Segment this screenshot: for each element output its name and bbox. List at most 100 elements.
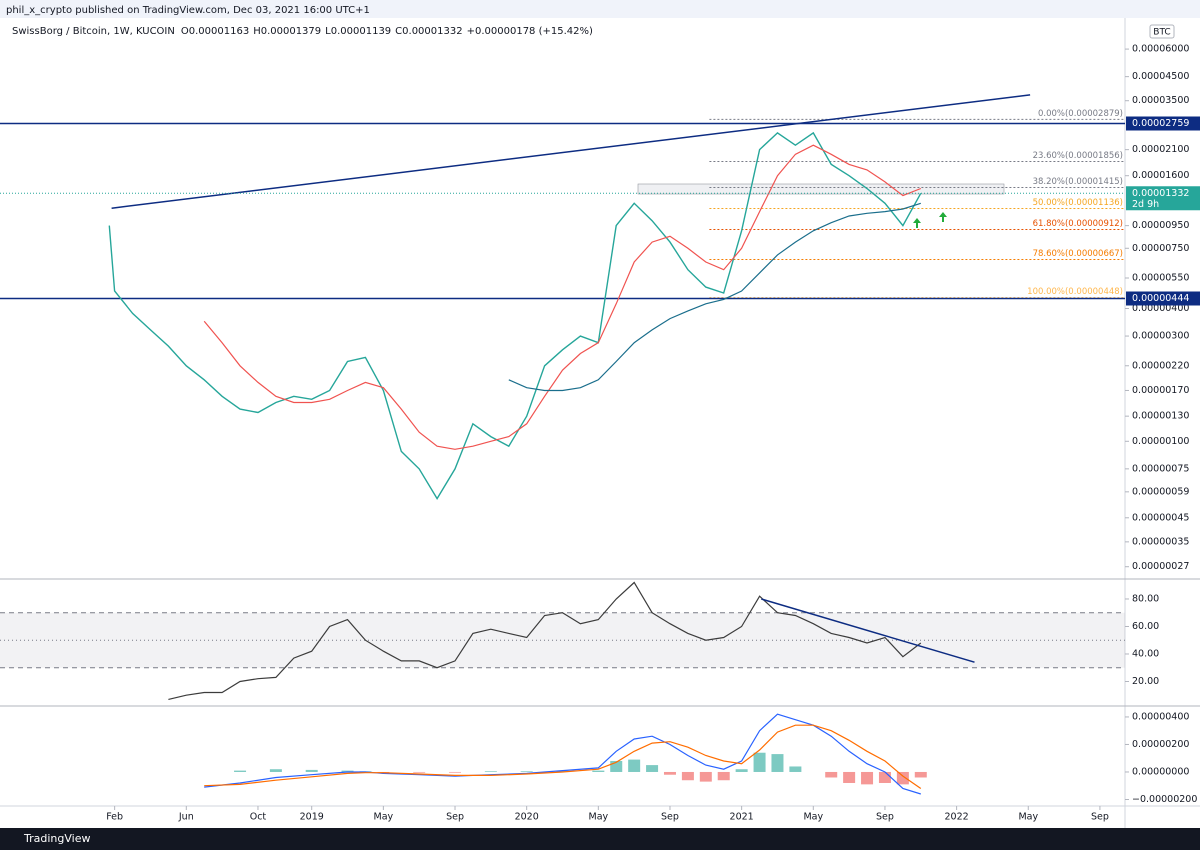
- histogram-bar: [520, 771, 533, 772]
- y-tick-label: 0.00000400: [1132, 711, 1189, 722]
- y-tick-label: 0.00004500: [1132, 71, 1189, 82]
- brand: TradingView: [23, 832, 90, 845]
- x-tick-label: 2020: [515, 812, 539, 823]
- price-box: [1126, 116, 1200, 131]
- x-tick-label: Jun: [178, 812, 194, 823]
- last-price-box: [1126, 186, 1200, 211]
- histogram-bar: [413, 771, 426, 773]
- top-bar: [0, 0, 1200, 18]
- histogram-bar: [825, 771, 838, 778]
- rsi-band: [0, 612, 1125, 668]
- open: O0.00001163: [181, 26, 249, 37]
- series-line: [204, 724, 922, 789]
- fib-label: 100.00%(0.00000448): [1027, 287, 1123, 297]
- close: C0.00001332: [395, 26, 462, 37]
- fib-label: 61.80%(0.00000912): [1033, 219, 1123, 229]
- series-line: [203, 144, 922, 450]
- histogram-bar: [610, 760, 623, 772]
- y-tick-label: 0.00001600: [1132, 170, 1189, 181]
- histogram-bar: [843, 771, 856, 783]
- x-tick-label: Feb: [106, 812, 123, 823]
- y-tick-label: 0.00000950: [1132, 220, 1189, 231]
- x-tick-label: Sep: [1091, 812, 1109, 823]
- histogram-bar: [878, 771, 891, 783]
- publisher: phil_x_crypto published on TradingView.c…: [6, 5, 370, 16]
- histogram-bar: [628, 759, 641, 772]
- y-tick-label: 0.00000100: [1132, 436, 1189, 447]
- x-tick-label: Sep: [661, 812, 679, 823]
- trendline: [111, 94, 1031, 209]
- histogram-bar: [341, 770, 354, 772]
- series-line: [168, 581, 922, 700]
- x-tick-label: May: [803, 812, 823, 823]
- y-tick-label: 0.00002100: [1132, 144, 1189, 155]
- resistance-zone: [637, 183, 1005, 195]
- y-tick-label: 0.00000400: [1132, 303, 1189, 314]
- x-tick-label: Sep: [876, 812, 894, 823]
- y-tick-label: 0.00000200: [1132, 739, 1189, 750]
- last-price-label: 0.00001332: [1132, 188, 1189, 199]
- arrow: [939, 212, 947, 222]
- y-tick-label: 0.00000059: [1132, 486, 1189, 497]
- x-tick-label: May: [589, 812, 609, 823]
- series-line: [204, 713, 921, 795]
- fib-label: 23.60%(0.00001856): [1033, 151, 1123, 161]
- y-tick-label: 40.00: [1132, 648, 1159, 659]
- y-tick-label: 0.00000170: [1132, 385, 1189, 396]
- y-tick-label: 80.00: [1132, 593, 1159, 604]
- fib-label: 38.20%(0.00001415): [1033, 177, 1123, 187]
- histogram-bar: [484, 771, 497, 772]
- bottom-bar: [0, 828, 1200, 850]
- histogram-bar: [663, 771, 676, 775]
- y-tick-label: 0.00006000: [1132, 44, 1189, 55]
- histogram-bar: [681, 771, 694, 781]
- x-tick-label: 2021: [730, 812, 754, 823]
- trendline: [761, 598, 975, 663]
- fib-label: 0.00%(0.00002879): [1038, 109, 1123, 119]
- y-tick-label: 0.00000045: [1132, 512, 1189, 523]
- histogram-bar: [914, 771, 927, 778]
- x-tick-label: Oct: [250, 812, 267, 823]
- histogram-bar: [753, 752, 766, 772]
- price-box-label: 0.00000444: [1132, 293, 1189, 304]
- y-tick-label: 0.00000300: [1132, 331, 1189, 342]
- high: H0.00001379: [253, 26, 321, 37]
- y-tick-label: 0.00000220: [1132, 360, 1189, 371]
- histogram-bar: [592, 770, 605, 772]
- histogram-bar: [449, 771, 462, 773]
- series-line: [108, 131, 922, 500]
- series-line: [508, 202, 921, 392]
- y-tick-label: 0.00000075: [1132, 463, 1189, 474]
- histogram-bar: [305, 769, 318, 772]
- arrow: [913, 218, 921, 228]
- unit-box: [1149, 24, 1175, 39]
- y-tick-label: 0.00000550: [1132, 272, 1189, 283]
- histogram-bar: [717, 771, 730, 781]
- histogram-bar: [234, 770, 247, 772]
- symbol-line: SwissBorg / Bitcoin, 1W, KUCOIN O0.000011…: [12, 26, 593, 37]
- low: L0.00001139: [325, 26, 391, 37]
- price-box-label: 0.00002759: [1132, 118, 1189, 129]
- symbol: SwissBorg / Bitcoin, 1W, KUCOIN: [12, 26, 175, 37]
- histogram-bar: [771, 754, 784, 772]
- histogram-bar: [896, 771, 909, 785]
- y-tick-label: 20.00: [1132, 676, 1159, 687]
- histogram-bar: [269, 769, 282, 772]
- x-tick-label: 2022: [945, 812, 969, 823]
- histogram-bar: [789, 766, 802, 772]
- histogram-bar: [735, 769, 748, 772]
- x-tick-label: May: [374, 812, 394, 823]
- x-tick-label: May: [1018, 812, 1038, 823]
- fib-label: 78.60%(0.00000667): [1033, 249, 1123, 259]
- fib-label: 50.00%(0.00001136): [1033, 198, 1123, 208]
- histogram-bar: [646, 765, 659, 772]
- y-tick-label: 60.00: [1132, 621, 1159, 632]
- price-box: [1126, 291, 1200, 306]
- x-tick-label: 2019: [300, 812, 324, 823]
- y-tick-label: −0.00000200: [1132, 794, 1197, 805]
- y-tick-label: 0.00000000: [1132, 766, 1189, 777]
- countdown: 2d 9h: [1132, 199, 1159, 210]
- y-tick-label: 0.00000130: [1132, 411, 1189, 422]
- y-tick-label: 0.00000027: [1132, 561, 1189, 572]
